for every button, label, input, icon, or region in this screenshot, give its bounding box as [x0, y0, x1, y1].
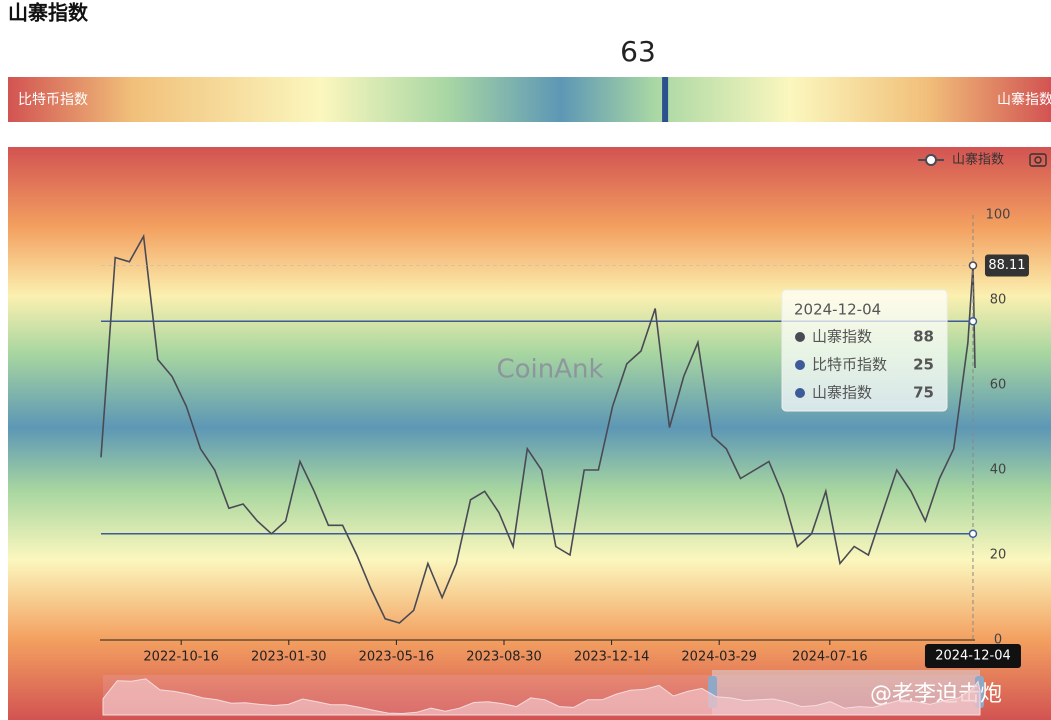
legend-label: 山寨指数: [952, 152, 1004, 168]
x-tick-label: 2023-12-14: [574, 650, 650, 665]
y-tick-label: 60: [990, 378, 1007, 393]
pointer-date: 2024-12-04: [935, 649, 1011, 664]
tooltip-name: 山寨指数: [812, 328, 872, 346]
threshold-dot: [968, 317, 978, 326]
threshold-dot: [968, 529, 978, 538]
pointer-date-bg: [924, 644, 1021, 668]
tooltip-marker: [795, 360, 805, 370]
y-tick-label: 40: [990, 463, 1007, 478]
tooltip-value: 88: [913, 328, 934, 346]
tooltip-value: 25: [913, 356, 934, 374]
tooltip-marker: [795, 332, 805, 342]
legend-marker: [925, 154, 937, 166]
tooltip-date: 2024-12-04: [794, 301, 881, 319]
gauge-right-label: 山寨指数: [997, 91, 1051, 108]
tooltip-value: 75: [913, 384, 934, 402]
page-title: 山寨指数: [8, 1, 89, 25]
tooltip-box: [781, 289, 948, 412]
x-tick-label: 2024-07-16: [792, 650, 868, 665]
chart-background: [8, 147, 1051, 720]
gauge-left-label: 比特币指数: [18, 92, 88, 108]
pointer-dot: [968, 261, 978, 270]
tooltip-marker: [795, 388, 805, 398]
camera-icon[interactable]: [1029, 153, 1047, 167]
y-tick-label: 0: [994, 633, 1002, 648]
tooltip-name: 比特币指数: [812, 356, 887, 374]
tooltip: 2024-12-04 山寨指数 88 比特币指数 25 山寨指数 75: [781, 289, 948, 412]
tooltip-name: 山寨指数: [812, 384, 872, 402]
watermark: CoinAnk: [496, 355, 603, 385]
pointer-label-bg: [984, 254, 1029, 277]
y-tick-label: 80: [990, 293, 1007, 308]
gauge-bar: [8, 77, 1051, 122]
x-tick-label: 2023-05-16: [359, 650, 435, 665]
x-tick-label: 2023-01-30: [251, 650, 327, 665]
x-tick-label: 2024-03-29: [681, 650, 757, 665]
x-tick-label: 2023-08-30: [466, 650, 542, 665]
gauge-value: 63: [620, 35, 656, 68]
gauge-marker: [662, 77, 669, 122]
y-tick-label: 20: [990, 548, 1007, 563]
y-tick-label: 100: [986, 208, 1011, 223]
pointer-label: 88.11: [988, 258, 1025, 273]
minimap-area: [102, 678, 981, 716]
series-line: [100, 233, 976, 624]
x-tick-label: 2022-10-16: [143, 650, 219, 665]
